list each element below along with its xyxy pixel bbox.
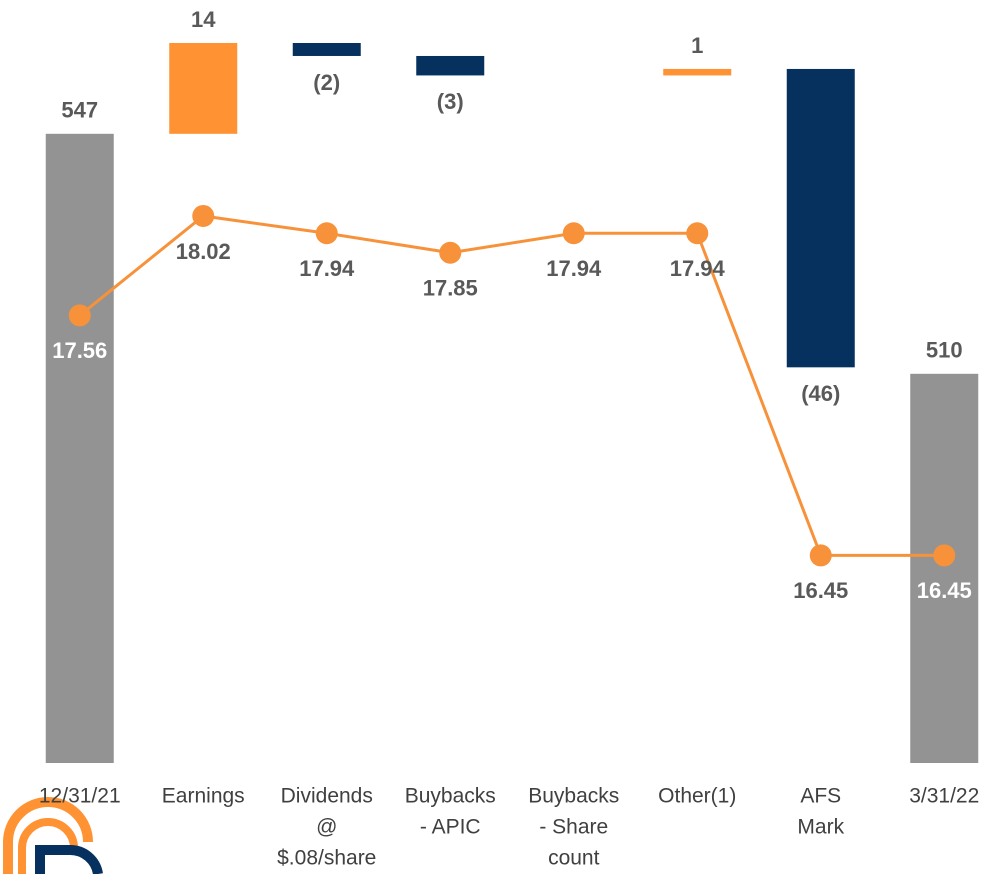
x-tick-label: Buybacks xyxy=(528,785,619,808)
x-tick-label: - APIC xyxy=(420,816,481,839)
x-tick-label: 3/31/22 xyxy=(909,785,979,808)
line-point xyxy=(933,544,956,567)
bar xyxy=(910,373,979,763)
value-label: 547 xyxy=(61,98,98,123)
line-label: 17.94 xyxy=(670,256,726,281)
line-point xyxy=(686,222,709,245)
x-tick-label: Dividends xyxy=(281,785,373,808)
line-label: 16.45 xyxy=(917,578,972,603)
line-label: 16.45 xyxy=(793,578,848,603)
bar xyxy=(416,55,485,76)
line-point xyxy=(562,222,585,245)
x-tick-label: Buybacks xyxy=(405,785,496,808)
x-tick-label: $.08/share xyxy=(277,847,376,870)
line-point xyxy=(192,204,215,227)
line-label: 17.94 xyxy=(546,256,602,281)
logo xyxy=(3,797,103,874)
line-point xyxy=(439,241,462,264)
x-tick-label: count xyxy=(548,847,600,870)
value-label: (46) xyxy=(801,381,840,406)
value-label: 1 xyxy=(691,33,703,58)
bar xyxy=(292,43,361,56)
x-tick-label: - Share xyxy=(539,816,608,839)
x-tick-label: Other(1) xyxy=(658,785,736,808)
bar xyxy=(45,133,114,764)
x-tick-label: @ xyxy=(316,816,337,839)
line-label: 18.02 xyxy=(176,239,231,264)
value-label: (3) xyxy=(437,89,464,114)
bar xyxy=(169,43,238,134)
line-point xyxy=(68,304,91,327)
line-label: 17.85 xyxy=(423,276,478,301)
bar xyxy=(786,68,855,368)
x-tick-label: 12/31/21 xyxy=(39,785,121,808)
line xyxy=(78,214,945,557)
value-label: 510 xyxy=(926,338,963,363)
line-point xyxy=(315,222,338,245)
line-point xyxy=(809,544,832,567)
line-label: 17.56 xyxy=(52,338,107,363)
x-tick-label: Earnings xyxy=(162,785,245,808)
value-label: (2) xyxy=(313,70,340,95)
x-tick-label: Mark xyxy=(797,816,844,839)
value-label: 14 xyxy=(191,7,216,32)
bar xyxy=(663,68,732,76)
line-label: 17.94 xyxy=(299,256,355,281)
x-tick-label: AFS xyxy=(800,785,841,808)
